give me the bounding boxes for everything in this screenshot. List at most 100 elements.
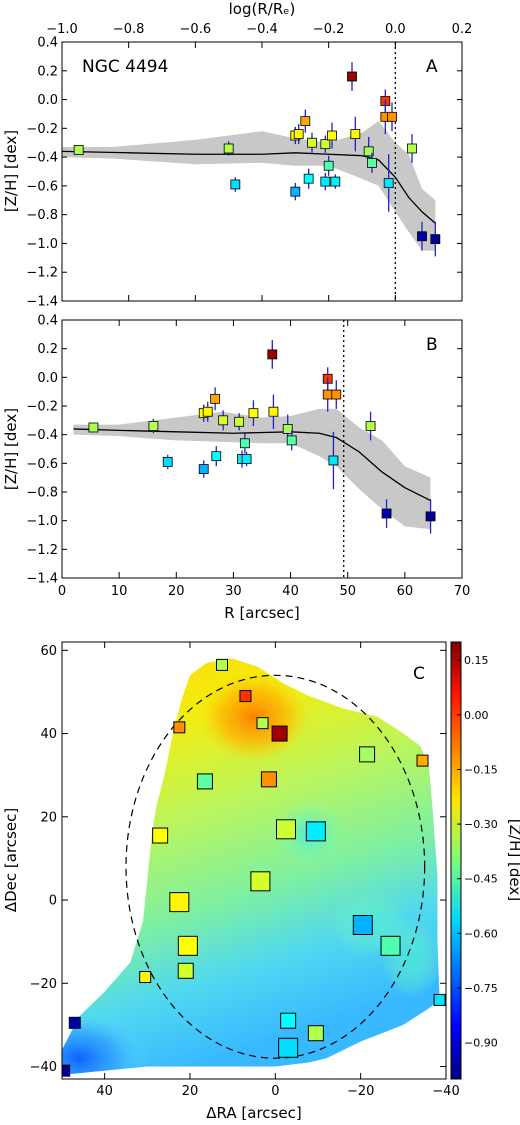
- x-tick-label: 50: [339, 584, 356, 599]
- y-tick-label: 40: [40, 727, 57, 742]
- cyan-region: [381, 918, 440, 999]
- x-tick-label: 10: [111, 584, 128, 599]
- y-tick-label: −0.6: [26, 457, 58, 472]
- data-point: [365, 421, 376, 431]
- map-data-point: [152, 827, 169, 844]
- data-point: [293, 129, 304, 139]
- colorbar-tick-label: −0.15: [464, 763, 498, 776]
- colorbar-tick-label: −0.60: [464, 927, 498, 940]
- y-tick-label: −0.2: [26, 400, 58, 415]
- colorbar-tick-label: 0.15: [464, 654, 489, 667]
- y-tick-label: −0.6: [26, 179, 58, 194]
- data-point: [88, 422, 99, 433]
- y-tick-label: −1.0: [26, 514, 58, 529]
- map-data-point: [250, 871, 271, 892]
- map-data-point: [276, 819, 296, 840]
- map-data-point: [352, 915, 373, 936]
- data-point: [239, 438, 250, 449]
- map-data-point: [307, 1025, 324, 1042]
- y-tick-label: 0.2: [37, 64, 58, 79]
- x-tick-label: 0: [58, 584, 66, 599]
- effective-radius-ellipse: [125, 674, 426, 1059]
- x-axis-label-c: ΔRA [arcsec]: [206, 1104, 301, 1122]
- top-axis-label: log(R/Rₑ): [229, 0, 296, 18]
- map-data-point: [196, 773, 213, 790]
- data-point: [347, 71, 357, 82]
- map-data-point: [256, 717, 269, 730]
- data-point: [323, 160, 334, 171]
- data-point: [230, 179, 241, 190]
- x-tick-label: 30: [225, 584, 242, 599]
- axes-frame: [61, 641, 447, 1080]
- data-point: [248, 408, 259, 419]
- y-tick-label: −0.4: [26, 151, 58, 166]
- data-point: [300, 116, 311, 127]
- data-point: [290, 186, 301, 197]
- colorbar: [450, 641, 462, 1080]
- panel-c: ΔRA [arcsec] ΔDec [arcsec] C [Z/H] [dex]…: [2, 641, 520, 1122]
- y-tick-label: 0: [49, 894, 57, 909]
- panel-b: R [arcsec] [Z/H] [dex] B 0.4 0.2 0.0 −0.2 −0…: [2, 314, 470, 623]
- data-point: [218, 415, 229, 426]
- panel-letter-a: A: [426, 57, 438, 77]
- colorbar-tick-label: −0.45: [464, 873, 498, 886]
- data-point: [162, 456, 173, 467]
- map-data-point: [173, 721, 186, 734]
- mean-trend-line: [62, 150, 436, 224]
- x-tick-label: 60: [397, 584, 414, 599]
- y-tick-label: −1.2: [26, 266, 58, 281]
- data-point: [198, 464, 209, 474]
- data-point: [282, 424, 293, 434]
- y-tick-label: −0.8: [26, 208, 58, 223]
- data-point: [73, 145, 84, 155]
- x-tick-label: 0.2: [452, 22, 473, 37]
- colorbar-tick-label: −0.75: [464, 982, 498, 995]
- map-data-point: [278, 1037, 299, 1058]
- axes-frame: [61, 319, 463, 579]
- data-point: [328, 455, 339, 466]
- y-tick-label: −1.0: [26, 237, 58, 252]
- data-point: [383, 178, 394, 188]
- data-point: [425, 511, 436, 522]
- map-data-point: [216, 658, 228, 671]
- y-tick-label: −0.2: [26, 122, 58, 137]
- panel-a: log(R/Rₑ) [Z/H] [dex] NGC 4494 A 0.4 0.2 0…: [2, 0, 472, 310]
- data-point: [381, 508, 392, 519]
- y-axis-label-c: ΔDec [arcsec]: [2, 808, 20, 912]
- data-point: [202, 406, 213, 417]
- data-point: [320, 176, 331, 187]
- x-tick-label: 40: [282, 584, 299, 599]
- data-point: [286, 435, 297, 446]
- data-point: [417, 231, 427, 242]
- map-data-point: [139, 971, 152, 984]
- scatter-band: [62, 121, 436, 251]
- x-tick-label: −20: [347, 1084, 374, 1099]
- metallicity-map: [62, 658, 440, 1075]
- x-tick-label: −1.0: [46, 22, 78, 37]
- data-point: [234, 416, 245, 427]
- data-point: [241, 454, 252, 464]
- scatter-band: [73, 408, 431, 530]
- metal-rich-region: [199, 671, 309, 762]
- plot-area: [62, 42, 441, 301]
- y-tick-label: 0.0: [37, 93, 58, 108]
- data-point: [327, 130, 337, 141]
- map-data-point: [305, 821, 326, 842]
- y-axis-label-a: [Z/H] [dex]: [2, 130, 20, 212]
- data-point: [407, 143, 417, 154]
- data-point: [303, 173, 314, 184]
- data-point: [307, 137, 317, 148]
- y-tick-label: 20: [40, 810, 57, 825]
- x-tick-label: 40: [96, 1084, 113, 1099]
- map-data-point: [68, 1016, 81, 1029]
- map-data-point: [239, 690, 252, 703]
- data-point: [387, 111, 397, 122]
- map-data-point: [260, 771, 277, 788]
- x-tick-label: 20: [182, 1084, 199, 1099]
- data-point: [211, 451, 222, 462]
- colorbar-label: [Z/H] [dex]: [506, 819, 520, 901]
- y-tick-label: 0.0: [37, 371, 58, 386]
- data-point: [363, 146, 374, 157]
- y-tick-label: 0.2: [37, 342, 58, 357]
